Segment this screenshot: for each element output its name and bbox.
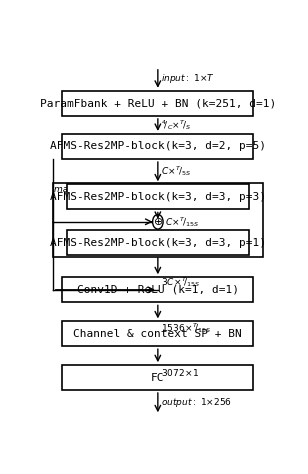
- Text: $3072\!\times\!1$: $3072\!\times\!1$: [161, 366, 199, 378]
- Text: $C\!\times\!^{T}\!/_{15S}$: $C\!\times\!^{T}\!/_{15S}$: [165, 215, 200, 229]
- Bar: [62, 91, 253, 116]
- Text: Conv1D + ReLU (k=1, d=1): Conv1D + ReLU (k=1, d=1): [77, 285, 239, 295]
- Text: AFMS-Res2MP-block(k=3, d=3, p=3): AFMS-Res2MP-block(k=3, d=3, p=3): [50, 192, 266, 202]
- Text: $3C\!\times\!^{T}\!/_{15S}$: $3C\!\times\!^{T}\!/_{15S}$: [161, 275, 201, 290]
- Text: Channel & context SP + BN: Channel & context SP + BN: [74, 329, 242, 339]
- Text: AFMS-Res2MP-block(k=3, d=3, p=1): AFMS-Res2MP-block(k=3, d=3, p=1): [50, 237, 266, 248]
- Bar: [62, 365, 253, 390]
- Bar: [67, 184, 249, 210]
- Text: AFMS-Res2MP-block(k=3, d=2, p=5): AFMS-Res2MP-block(k=3, d=2, p=5): [50, 141, 266, 152]
- Bar: [53, 183, 263, 256]
- Text: $\mathit{output:}$ 1$\times$256: $\mathit{output:}$ 1$\times$256: [161, 396, 232, 409]
- Circle shape: [152, 214, 163, 229]
- Text: $^{4}\!/_{C}\!\times\!^{T}\!/_{S}$: $^{4}\!/_{C}\!\times\!^{T}\!/_{S}$: [161, 118, 192, 132]
- Bar: [62, 277, 253, 302]
- Bar: [62, 321, 253, 346]
- Text: $\oplus$: $\oplus$: [153, 216, 163, 228]
- Bar: [67, 230, 249, 255]
- Text: $1536\!\times\!^{T}\!/_{15S}$: $1536\!\times\!^{T}\!/_{15S}$: [161, 321, 212, 335]
- Text: $\mathit{input:}$ 1$\times$$\mathit{T}$: $\mathit{input:}$ 1$\times$$\mathit{T}$: [161, 72, 215, 85]
- Text: FC: FC: [151, 373, 164, 383]
- Text: ParamFbank + ReLU + BN (k=251, d=1): ParamFbank + ReLU + BN (k=251, d=1): [40, 98, 276, 109]
- Bar: [62, 134, 253, 159]
- Text: $C\!\times\!^{T}\!/_{5S}$: $C\!\times\!^{T}\!/_{5S}$: [161, 164, 192, 178]
- Text: max pool 3: max pool 3: [54, 185, 104, 193]
